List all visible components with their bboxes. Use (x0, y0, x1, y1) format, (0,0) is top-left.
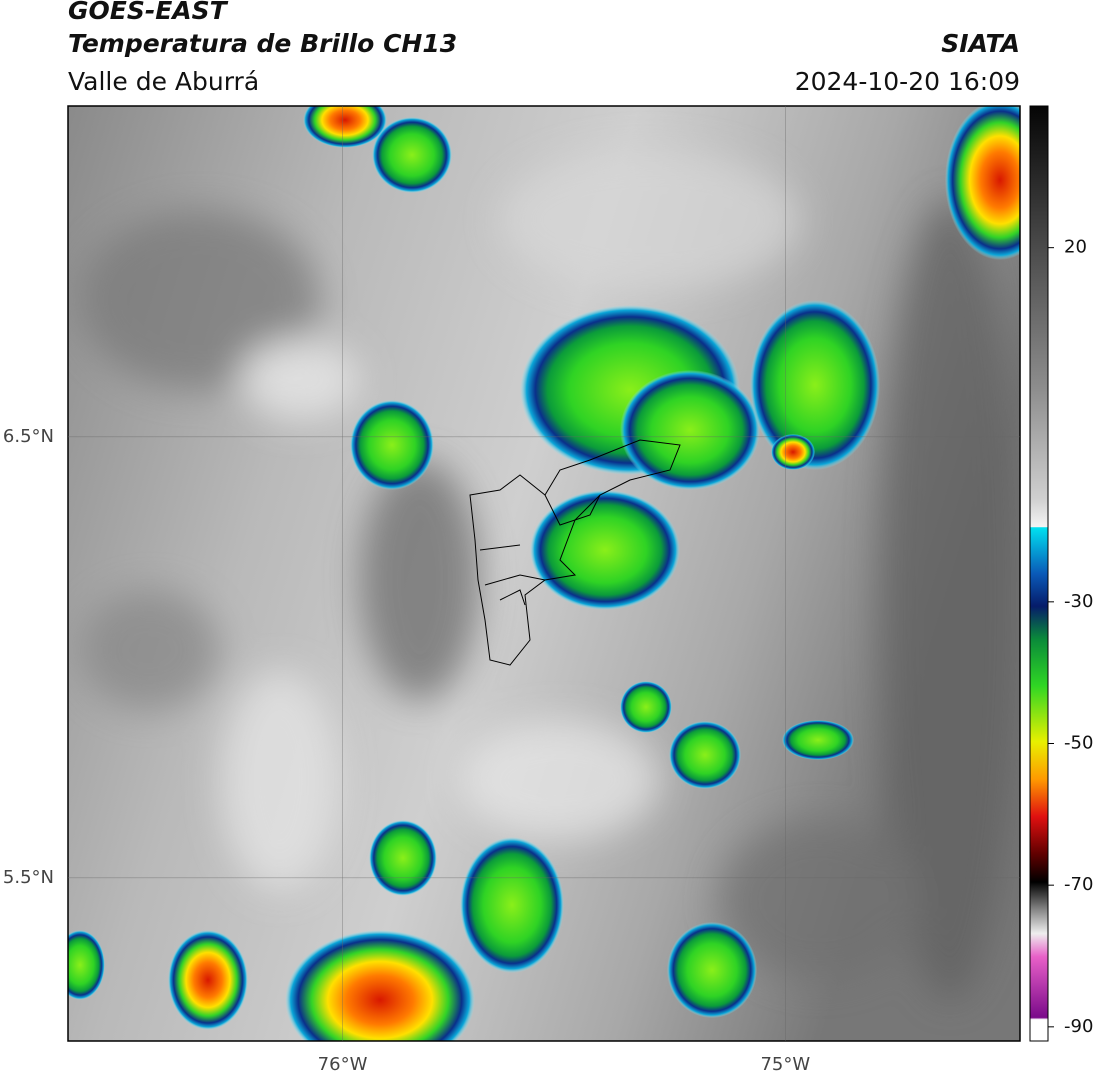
colorbar-tick-label: -30 (1064, 591, 1093, 612)
y-tick-label: 6.5°N (3, 426, 54, 447)
y-tick-label: 5.5°N (3, 867, 54, 888)
x-tick-label: 76°W (318, 1054, 368, 1075)
source: SIATA (941, 29, 1020, 58)
colorbar-tick-label: 20 (1064, 237, 1087, 258)
x-tick-label: 75°W (760, 1054, 810, 1075)
subtitle: Temperatura de Brillo CH13 (68, 29, 457, 58)
map-image (68, 106, 1020, 1041)
colorbar-tick-label: -50 (1064, 733, 1093, 754)
datetime: 2024-10-20 16:09 (795, 67, 1020, 96)
colorbar-tick-label: -70 (1064, 874, 1093, 895)
map-frame (67, 105, 1021, 1042)
title: GOES-EAST (68, 0, 229, 25)
region: Valle de Aburrá (68, 67, 259, 96)
colorbar (1029, 105, 1049, 1042)
colorbar-tick-label: -90 (1064, 1016, 1093, 1037)
